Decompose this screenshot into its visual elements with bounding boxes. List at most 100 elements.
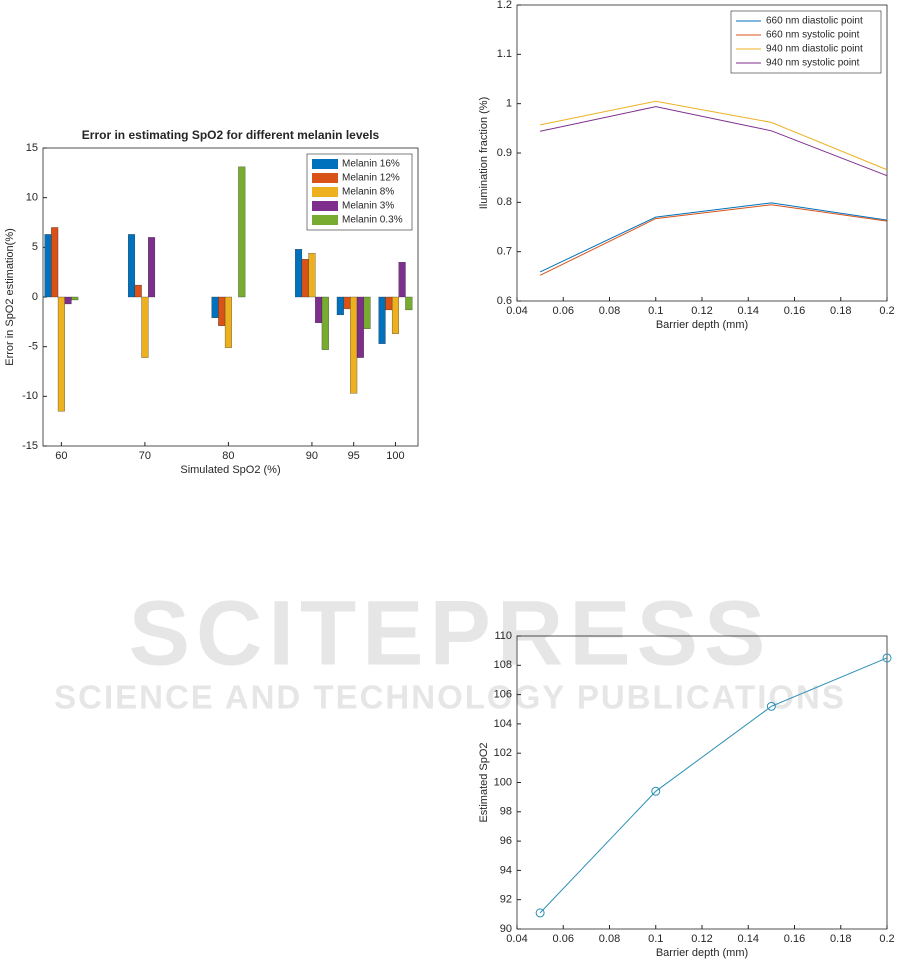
- bar: [295, 249, 303, 298]
- chart-title: Error in estimating SpO2 for different m…: [82, 128, 380, 142]
- marker: [882, 653, 892, 663]
- bar: [343, 296, 351, 310]
- y-axis-label: Estimated SpO2: [478, 742, 490, 822]
- y-tick-label: 104: [494, 718, 512, 730]
- y-tick-label: 108: [494, 659, 512, 671]
- bar: [321, 296, 329, 350]
- bar: [301, 259, 309, 298]
- bar: [385, 296, 393, 311]
- line: [539, 202, 888, 273]
- legend-swatch: [312, 173, 338, 183]
- x-tick-label: 0.18: [830, 933, 851, 945]
- x-tick-label: 0.1: [648, 305, 663, 317]
- legend-label: 940 nm systolic point: [766, 58, 860, 69]
- x-tick-label: 0.16: [784, 305, 805, 317]
- x-tick-label: 80: [222, 450, 234, 462]
- x-tick-label: 0.06: [553, 933, 574, 945]
- x-tick-label: 90: [306, 450, 318, 462]
- legend-swatch: [312, 159, 338, 169]
- y-tick-label: 96: [500, 835, 512, 847]
- y-tick-label: 94: [500, 864, 512, 876]
- x-tick-label: 0.12: [691, 305, 712, 317]
- x-tick-label: 70: [139, 450, 151, 462]
- bar: [315, 296, 323, 323]
- y-tick-label: 0.8: [497, 196, 512, 208]
- y-tick-label: 0.7: [497, 246, 512, 258]
- line: [539, 204, 888, 276]
- x-axis-label: Simulated SpO2 (%): [180, 464, 280, 476]
- bar: [356, 296, 364, 358]
- x-tick-label: 0.2: [879, 933, 894, 945]
- legend-label: 660 nm diastolic point: [766, 16, 863, 27]
- y-tick-label: 102: [494, 747, 512, 759]
- x-tick-label: 0.1: [648, 933, 663, 945]
- x-tick-label: 95: [348, 450, 360, 462]
- marker: [766, 701, 776, 711]
- legend-label: 660 nm systolic point: [766, 30, 860, 41]
- line: [540, 100, 888, 171]
- y-tick-label: 98: [500, 806, 512, 818]
- y-tick-label: 5: [32, 241, 38, 253]
- legend-swatch: [312, 201, 338, 211]
- legend-label: Melanin 0.3%: [342, 215, 403, 226]
- legend-label: 940 nm diastolic point: [766, 44, 863, 55]
- x-tick-label: 0.18: [830, 305, 851, 317]
- y-tick-label: 92: [500, 894, 512, 906]
- x-tick-label: 0.14: [738, 305, 759, 317]
- y-tick-label: 100: [494, 776, 512, 788]
- bar: [44, 234, 52, 298]
- x-tick-label: 60: [55, 450, 67, 462]
- x-tick-label: 0.08: [599, 305, 620, 317]
- watermark-title: SCITEPRESS: [129, 582, 772, 684]
- y-tick-label: 0.6: [497, 295, 512, 307]
- y-tick-label: 90: [500, 923, 512, 935]
- watermark-subtitle: SCIENCE AND TECHNOLOGY PUBLICATIONS: [54, 679, 846, 716]
- y-tick-label: 1.2: [497, 0, 512, 11]
- y-tick-label: -5: [28, 341, 38, 353]
- y-tick-label: 1: [506, 98, 512, 110]
- y-axis-label: Error in SpO2 estimation(%): [4, 228, 16, 366]
- bar: [71, 296, 79, 301]
- bar: [391, 296, 399, 334]
- y-tick-label: 110: [494, 630, 512, 642]
- y-tick-label: 0.9: [497, 147, 512, 159]
- legend-swatch: [312, 215, 338, 225]
- bar: [238, 166, 246, 298]
- x-tick-label: 0.2: [879, 305, 894, 317]
- legend-label: Melanin 8%: [342, 187, 394, 198]
- x-tick-label: 0.08: [599, 933, 620, 945]
- x-tick-label: 0.04: [506, 305, 527, 317]
- legend-label: Melanin 12%: [342, 173, 400, 184]
- bar: [141, 296, 149, 358]
- bar: [218, 296, 226, 326]
- marker: [535, 908, 545, 918]
- legend-swatch: [312, 187, 338, 197]
- bar: [398, 262, 406, 298]
- bar: [128, 234, 136, 298]
- y-tick-label: -15: [22, 440, 38, 452]
- y-tick-label: 106: [494, 689, 512, 701]
- bar: [148, 237, 156, 298]
- x-tick-label: 0.14: [738, 933, 759, 945]
- bar: [64, 296, 72, 305]
- bar: [57, 296, 65, 412]
- bar: [134, 284, 142, 298]
- x-tick-label: 0.06: [553, 305, 574, 317]
- x-tick-label: 0.12: [691, 933, 712, 945]
- legend-label: Melanin 16%: [342, 159, 400, 170]
- bar: [211, 296, 219, 319]
- bar: [363, 296, 371, 329]
- bar: [405, 296, 413, 311]
- y-tick-label: 1.1: [497, 48, 512, 60]
- line: [539, 657, 888, 914]
- x-axis-label: Barrier depth (mm): [656, 319, 748, 331]
- x-tick-label: 0.16: [784, 933, 805, 945]
- bar: [224, 296, 232, 348]
- y-tick-label: -10: [22, 390, 38, 402]
- bar: [336, 296, 344, 316]
- bar: [378, 296, 386, 344]
- legend-label: Melanin 3%: [342, 201, 394, 212]
- y-tick-label: 15: [26, 142, 38, 154]
- x-axis-label: Barrier depth (mm): [656, 947, 748, 959]
